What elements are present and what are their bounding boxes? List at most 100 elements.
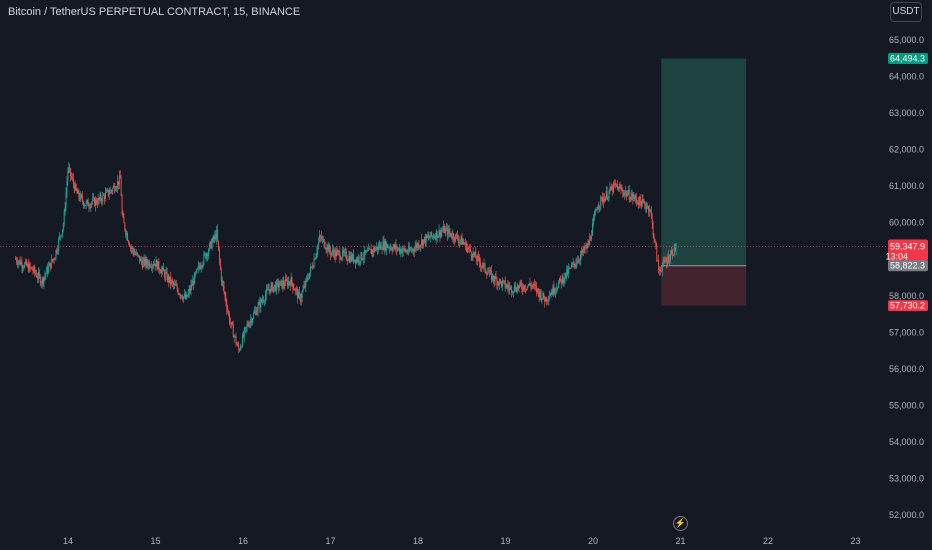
candle-body — [286, 279, 287, 281]
candle-body — [273, 286, 275, 292]
candle-body — [115, 189, 117, 191]
candle-body — [128, 240, 129, 244]
candle-body — [515, 290, 517, 292]
candle-body — [470, 251, 472, 257]
candle-body — [638, 196, 640, 206]
candle-body — [267, 288, 269, 291]
candle-body — [15, 259, 16, 260]
candle-body — [66, 181, 68, 193]
candle-body — [445, 227, 447, 229]
candle-body — [162, 267, 163, 270]
candle-body — [294, 289, 296, 291]
candle-body — [309, 272, 310, 279]
candle-body — [328, 245, 330, 252]
candle-body — [671, 251, 672, 255]
candle-body — [269, 289, 271, 293]
candle-body — [179, 293, 181, 296]
currency-button[interactable]: USDT — [890, 2, 922, 22]
candle-body — [277, 281, 279, 288]
candle-body — [461, 236, 463, 245]
candle-body — [600, 196, 602, 206]
candle-body — [491, 274, 493, 280]
x-tick-label: 18 — [413, 536, 423, 546]
candle-body — [170, 276, 172, 284]
candle-body — [193, 280, 195, 285]
candle-body — [195, 273, 197, 274]
x-tick-label: 20 — [588, 536, 598, 546]
candle-body — [667, 255, 669, 264]
candle-body — [165, 271, 167, 273]
candle-body — [467, 248, 468, 252]
y-tick-label: 65,000.0 — [889, 35, 924, 45]
candle-body — [159, 269, 161, 272]
candle-body — [291, 277, 293, 284]
candle-body — [185, 294, 187, 299]
candle-body — [403, 247, 405, 250]
candle-body — [36, 274, 38, 278]
candle-body — [213, 236, 215, 239]
candle-body — [482, 263, 484, 267]
candle-body — [69, 167, 71, 169]
candle-body — [377, 245, 379, 250]
candle-body — [574, 263, 576, 266]
candle-body — [313, 258, 315, 267]
candle-body — [289, 283, 291, 287]
candle-body — [173, 284, 175, 285]
candle-body — [280, 280, 282, 282]
candle-body — [85, 201, 87, 206]
lightning-icon[interactable]: ⚡ — [673, 516, 688, 531]
candle-body — [160, 271, 162, 274]
candle-body — [326, 245, 328, 250]
candle-body — [586, 244, 588, 248]
candle-body — [467, 248, 469, 249]
candle-body — [413, 250, 415, 252]
candle-body — [100, 195, 102, 201]
candle-body — [539, 291, 541, 298]
candle-body — [18, 260, 20, 262]
candle-body — [354, 259, 355, 262]
candle-body — [198, 265, 200, 267]
candle-body — [533, 283, 535, 286]
candle-body — [647, 206, 649, 208]
candle-body — [522, 288, 524, 291]
last-price-tag: 59,347.9 — [890, 242, 925, 252]
candle-body — [399, 247, 400, 253]
candle-body — [418, 243, 420, 248]
candle-body — [91, 202, 93, 205]
stop-price-tag-bg — [888, 300, 928, 312]
candle-body — [583, 247, 585, 251]
candle-body — [598, 206, 600, 208]
candle-body — [422, 239, 424, 246]
candle-body — [377, 246, 378, 250]
candle-body — [63, 211, 65, 225]
candle-body — [655, 241, 657, 247]
candle-body — [245, 327, 247, 328]
candle-body — [107, 189, 109, 196]
y-tick-label: 64,000.0 — [889, 72, 924, 82]
candle-body — [108, 193, 110, 196]
candle-body — [483, 263, 485, 265]
candle-body — [78, 190, 80, 198]
chart-title: Bitcoin / TetherUS PERPETUAL CONTRACT, 1… — [8, 6, 301, 18]
candle-body — [614, 183, 615, 185]
candle-body — [436, 231, 438, 238]
candle-body — [604, 197, 606, 202]
candle-body — [214, 234, 216, 239]
candle-body — [508, 287, 510, 290]
y-tick-label: 57,000.0 — [889, 327, 924, 337]
candle-body — [551, 292, 553, 295]
candle-body — [366, 250, 367, 253]
candle-body — [347, 260, 349, 261]
candle-body — [581, 250, 583, 253]
candle-body — [579, 260, 581, 261]
candle-body — [241, 335, 243, 347]
candle-body — [34, 266, 36, 273]
candle-body — [532, 284, 534, 286]
candle-body — [40, 283, 42, 284]
candle-body — [373, 247, 375, 253]
candle-body — [569, 267, 571, 269]
candle-body — [171, 280, 173, 284]
candle-body — [197, 265, 199, 269]
candle-body — [258, 302, 260, 305]
